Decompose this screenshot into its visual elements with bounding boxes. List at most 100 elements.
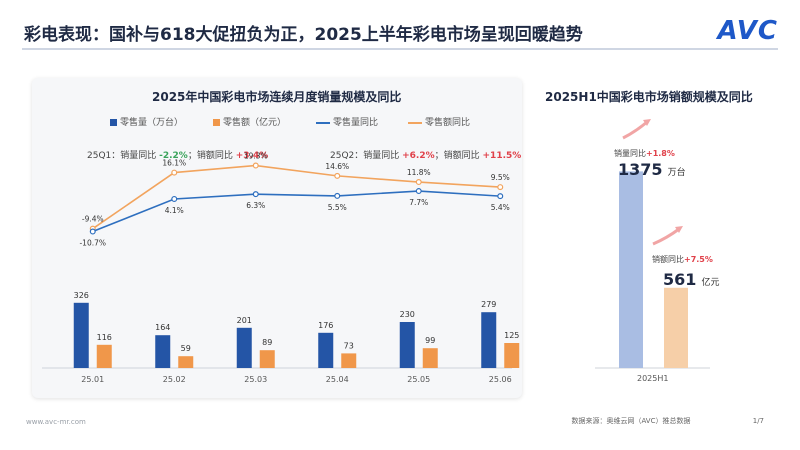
volume-bar-label: 230 <box>400 310 415 319</box>
footer-url: www.avc-mr.com <box>26 418 86 426</box>
avc-logo: AVC <box>717 16 778 46</box>
legend-item-3: 零售额同比 <box>408 118 470 128</box>
volume-bar-label: 164 <box>155 323 170 332</box>
h1-chart-svg <box>595 119 710 369</box>
volume-bar <box>399 322 415 368</box>
footer-source: 数据来源：奥维云网（AVC）推总数据 1/7 <box>571 416 764 426</box>
volume-yoy-label: 7.7% <box>409 198 428 207</box>
volume-yoy-point <box>89 228 96 235</box>
q2-annotation-prefix: 25Q2：销量同比 <box>330 151 403 161</box>
value-bar-label: 116 <box>97 333 112 342</box>
growth-arrow-icon <box>652 227 680 246</box>
value-yoy-label: -9.4% <box>82 215 104 224</box>
value-bar <box>422 348 438 368</box>
q1-annotation: 25Q1：销量同比 -2.2%；销额同比 +3.4% <box>87 148 268 161</box>
volume-yoy-point <box>334 192 341 199</box>
value-bar <box>341 353 357 368</box>
volume-bar <box>236 327 252 368</box>
footer-page: 1/7 <box>752 417 764 425</box>
legend-label: 零售额（亿元） <box>223 118 287 128</box>
h1-category-label: 2025H1 <box>637 374 669 383</box>
legend-item-0: 零售量（万台） <box>110 118 183 128</box>
growth-arrowhead-icon <box>675 226 683 233</box>
q2-volume-yoy: +6.2% <box>402 151 435 161</box>
volume-yoy-label: 4.1% <box>165 206 184 215</box>
legend-label: 零售量同比 <box>333 118 379 128</box>
h1-value-yoy-annotation: 销额同比+7.5% <box>652 254 713 265</box>
q1-annotation-mid: ；销额同比 <box>187 151 236 161</box>
h1-value-yoy-value: +7.5% <box>684 255 713 264</box>
value-bar-label: 59 <box>181 344 191 353</box>
legend-line-icon <box>316 121 331 124</box>
value-bar-label: 125 <box>504 331 519 340</box>
h1-volume-bar <box>619 171 643 368</box>
x-tick-label: 25.05 <box>407 375 430 384</box>
volume-yoy-label: -10.7% <box>79 239 106 248</box>
volume-bar-label: 176 <box>318 321 333 330</box>
value-yoy-point <box>497 184 504 191</box>
value-yoy-label: 11.8% <box>407 168 431 177</box>
h1-volume-unit: 万台 <box>667 168 686 178</box>
value-bar <box>178 356 194 368</box>
volume-bar <box>155 335 171 368</box>
volume-yoy-line <box>92 190 501 233</box>
volume-yoy-label: 5.5% <box>328 203 347 212</box>
value-yoy-point <box>415 179 422 186</box>
chart-legend: 零售量（万台） 零售额（亿元） 零售量同比 零售额同比 <box>110 115 500 128</box>
q1-annotation-prefix: 25Q1：销量同比 <box>87 151 160 161</box>
volume-yoy-point <box>497 193 504 200</box>
h1-volume-yoy-label: 销量同比 <box>614 149 646 158</box>
q1-value-yoy: +3.4% <box>235 151 269 161</box>
value-yoy-label: 9.5% <box>491 173 510 182</box>
h1-value-yoy-label: 销额同比 <box>652 255 684 264</box>
legend-label: 零售量（万台） <box>120 118 184 128</box>
h1-value-unit: 亿元 <box>701 278 720 288</box>
legend-item-2: 零售量同比 <box>316 118 378 128</box>
value-yoy-point <box>171 169 178 176</box>
value-yoy-label: 19.3% <box>244 152 268 161</box>
h1-value-total: 561 亿元 <box>663 270 720 289</box>
volume-yoy-label: 5.4% <box>491 203 510 212</box>
legend-swatch <box>213 119 221 126</box>
value-bar <box>96 344 112 368</box>
q2-annotation: 25Q2：销量同比 +6.2%；销额同比 +11.5% <box>330 148 521 161</box>
legend-label: 零售额同比 <box>425 118 471 128</box>
h1-value-value: 561 <box>663 270 697 289</box>
h1-chart-title: 2025H1中国彩电市场销额规模及同比 <box>545 90 753 104</box>
volume-yoy-point <box>171 195 178 202</box>
header-divider <box>22 48 778 50</box>
value-yoy-point <box>252 162 259 169</box>
volume-bar-label: 326 <box>74 291 89 300</box>
value-yoy-line <box>92 164 501 230</box>
value-yoy-label: 16.1% <box>162 159 186 168</box>
volume-yoy-label: 6.3% <box>246 201 265 210</box>
x-tick-label: 25.04 <box>326 375 349 384</box>
q2-annotation-mid: ；销额同比 <box>434 151 483 161</box>
q1-volume-yoy: -2.2% <box>159 151 188 161</box>
q2-value-yoy: +11.5% <box>482 151 522 161</box>
volume-yoy-point <box>252 191 259 198</box>
legend-item-1: 零售额（亿元） <box>213 118 286 128</box>
h1-value-bar <box>664 287 688 368</box>
volume-bar <box>73 302 89 368</box>
value-bar-label: 73 <box>344 341 354 350</box>
monthly-chart-title: 2025年中国彩电市场连续月度销量规模及同比 <box>152 90 402 104</box>
x-tick-label: 25.06 <box>489 375 512 384</box>
h1-volume-value: 1375 <box>618 160 663 179</box>
h1-chart-panel: 2025H1中国彩电市场销额规模及同比 销量同比+1.8% 1375 万台 销额… <box>535 78 770 398</box>
legend-line-icon <box>408 121 423 124</box>
monthly-chart-panel: 2025年中国彩电市场连续月度销量规模及同比 零售量（万台） 零售额（亿元） 零售量… <box>32 78 522 398</box>
footer-source-text: 数据来源：奥维云网（AVC）推总数据 <box>571 417 691 425</box>
page-title: 彩电表现：国补与618大促扭负为正，2025上半年彩电市场呈现回暖趋势 <box>24 25 583 45</box>
volume-bar-label: 201 <box>237 316 252 325</box>
x-tick-label: 25.02 <box>163 375 186 384</box>
growth-arrowhead-icon <box>643 119 651 126</box>
value-yoy-point <box>334 172 341 179</box>
value-yoy-label: 14.6% <box>325 162 349 171</box>
volume-bar-label: 279 <box>481 300 496 309</box>
monthly-chart-svg: 326 116 25.01 164 59 25.02 201 89 25.03 176 73 25.0… <box>42 152 519 384</box>
value-bar-label: 89 <box>262 338 272 347</box>
volume-yoy-point <box>415 188 422 195</box>
value-bar-label: 99 <box>425 336 435 345</box>
h1-volume-total: 1375 万台 <box>618 160 686 179</box>
